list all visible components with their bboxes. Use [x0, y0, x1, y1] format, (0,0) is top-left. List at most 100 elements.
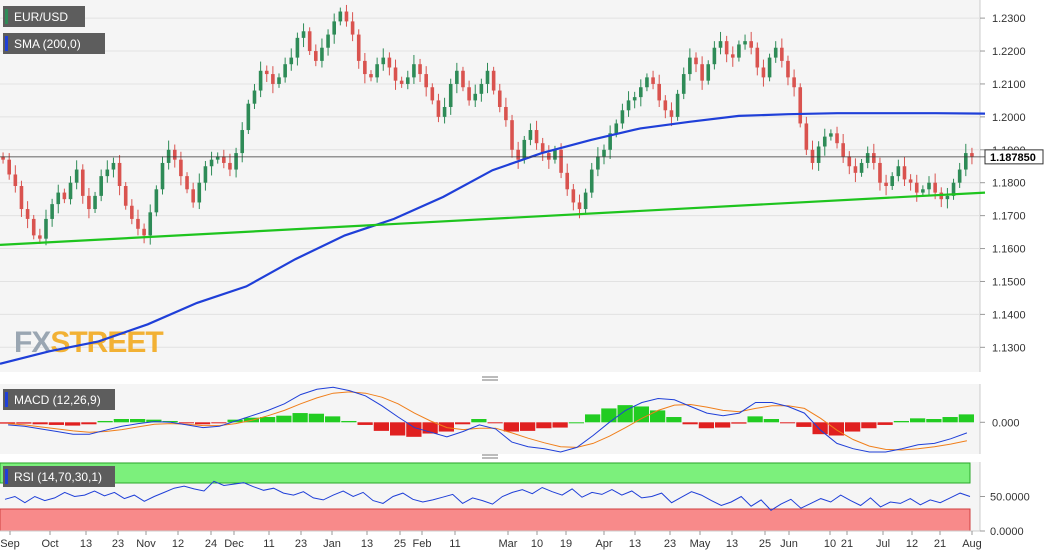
macd-histogram-bar: [146, 419, 162, 423]
candle-body: [412, 64, 416, 78]
macd-histogram-bar: [422, 422, 438, 434]
macd-resize-handle[interactable]: [482, 376, 498, 381]
candle-body: [56, 192, 61, 205]
macd-line: [8, 386, 968, 453]
x-tick-label: 11: [449, 538, 460, 550]
candle-body: [608, 133, 612, 150]
candle-body: [516, 149, 520, 160]
x-tick-label: Aug: [962, 538, 982, 550]
price-tick-label: 1.1500: [992, 276, 1026, 288]
candle-body: [19, 186, 24, 210]
macd-histogram-bar: [325, 416, 341, 423]
candle-body: [203, 166, 208, 183]
macd-histogram-bar: [65, 422, 81, 426]
candle-body: [559, 149, 563, 173]
candle-body: [356, 34, 361, 61]
candle-body: [792, 77, 796, 88]
candle-body: [884, 182, 888, 186]
macd-histogram-bar: [682, 422, 698, 425]
sma-200-line: [0, 112, 986, 365]
candle-body: [767, 57, 772, 78]
candle-body: [172, 149, 177, 160]
x-tick-label: 24: [205, 538, 217, 550]
candle-body: [786, 60, 790, 78]
rsi-resize-handle[interactable]: [482, 454, 498, 459]
macd-histogram-bar: [812, 422, 828, 435]
candle-body: [160, 162, 165, 190]
candle-body: [99, 176, 103, 196]
macd-histogram-bar: [455, 422, 471, 425]
macd-histogram-bar: [276, 415, 292, 423]
candle-body: [957, 169, 962, 183]
candle-body: [724, 41, 729, 55]
candle-body: [393, 67, 398, 81]
x-tick-label: 12: [172, 538, 184, 550]
candle-body: [657, 83, 661, 101]
x-axis: Sep Oct 13 23 Nov 12 24 Dec 11 23 Jan 13 25 Feb 11 Mar 1…: [0, 531, 982, 550]
rsi-value-line: [4, 480, 971, 511]
candle-body: [13, 174, 18, 186]
candle-body: [215, 156, 220, 160]
x-tick-label: 25: [759, 538, 771, 550]
candle-body: [565, 172, 570, 190]
candle-body: [130, 205, 134, 219]
candle-body: [553, 149, 557, 160]
macd-label: MACD (12,26,9): [14, 393, 101, 407]
macd-histogram-bar: [341, 420, 357, 423]
support-trendline: [0, 191, 986, 246]
x-tick-label: 21: [841, 538, 853, 550]
macd-histogram-bar: [0, 422, 16, 424]
candle-body: [50, 204, 54, 219]
macd-histogram-bar: [113, 419, 129, 423]
candle-body: [74, 169, 79, 183]
candle-body: [179, 159, 183, 177]
macd-tag[interactable]: MACD (12,26,9): [3, 389, 115, 410]
candle-body: [369, 74, 373, 78]
x-tick-label: May: [690, 538, 711, 550]
symbol-tag[interactable]: EUR/USD: [3, 6, 85, 27]
macd-histogram-bar: [406, 422, 422, 437]
candle-body: [810, 149, 815, 163]
x-tick-label: 23: [664, 538, 676, 550]
candle-body: [363, 60, 367, 75]
rsi-tick-label: 50.0000: [990, 492, 1030, 504]
macd-histogram-bar: [162, 420, 178, 423]
candle-body: [166, 149, 171, 163]
candle-body: [307, 31, 312, 52]
macd-histogram-bar: [601, 408, 617, 423]
macd-histogram-bar: [16, 422, 32, 424]
x-tick-label: Jun: [780, 538, 798, 550]
sma-tag[interactable]: SMA (200,0): [3, 33, 105, 54]
macd-histogram-bar: [633, 406, 649, 423]
x-tick-label: 12: [906, 538, 918, 550]
candle-body: [344, 11, 349, 22]
rsi-tag[interactable]: RSI (14,70,30,1): [3, 466, 115, 487]
candle-body: [896, 166, 901, 177]
macd-histogram-bar: [910, 418, 926, 423]
macd-lines: [8, 386, 968, 453]
x-tick-label: Jan: [323, 538, 341, 550]
candle-body: [399, 80, 404, 84]
macd-histogram-bar: [552, 422, 568, 428]
candle-body: [154, 189, 159, 213]
candle-body: [301, 31, 306, 38]
candle-body: [749, 41, 753, 48]
rsi-label: RSI (14,70,30,1): [14, 470, 102, 484]
price-tick-label: 1.2000: [992, 112, 1026, 124]
candle-body: [479, 83, 484, 94]
rsi-line: [4, 480, 971, 511]
macd-histogram-bar: [763, 419, 779, 423]
candle-body: [822, 136, 827, 147]
candle-body: [258, 70, 263, 91]
candle-body: [639, 87, 643, 98]
candle-body: [473, 93, 478, 101]
candle-body: [816, 146, 821, 163]
candle-body: [847, 156, 852, 167]
candle-body: [510, 120, 514, 150]
candle-body: [185, 176, 189, 190]
watermark-street: STREET: [50, 326, 163, 359]
price-lines: [0, 112, 986, 365]
candle-body: [706, 64, 711, 81]
candle-body: [908, 179, 913, 183]
